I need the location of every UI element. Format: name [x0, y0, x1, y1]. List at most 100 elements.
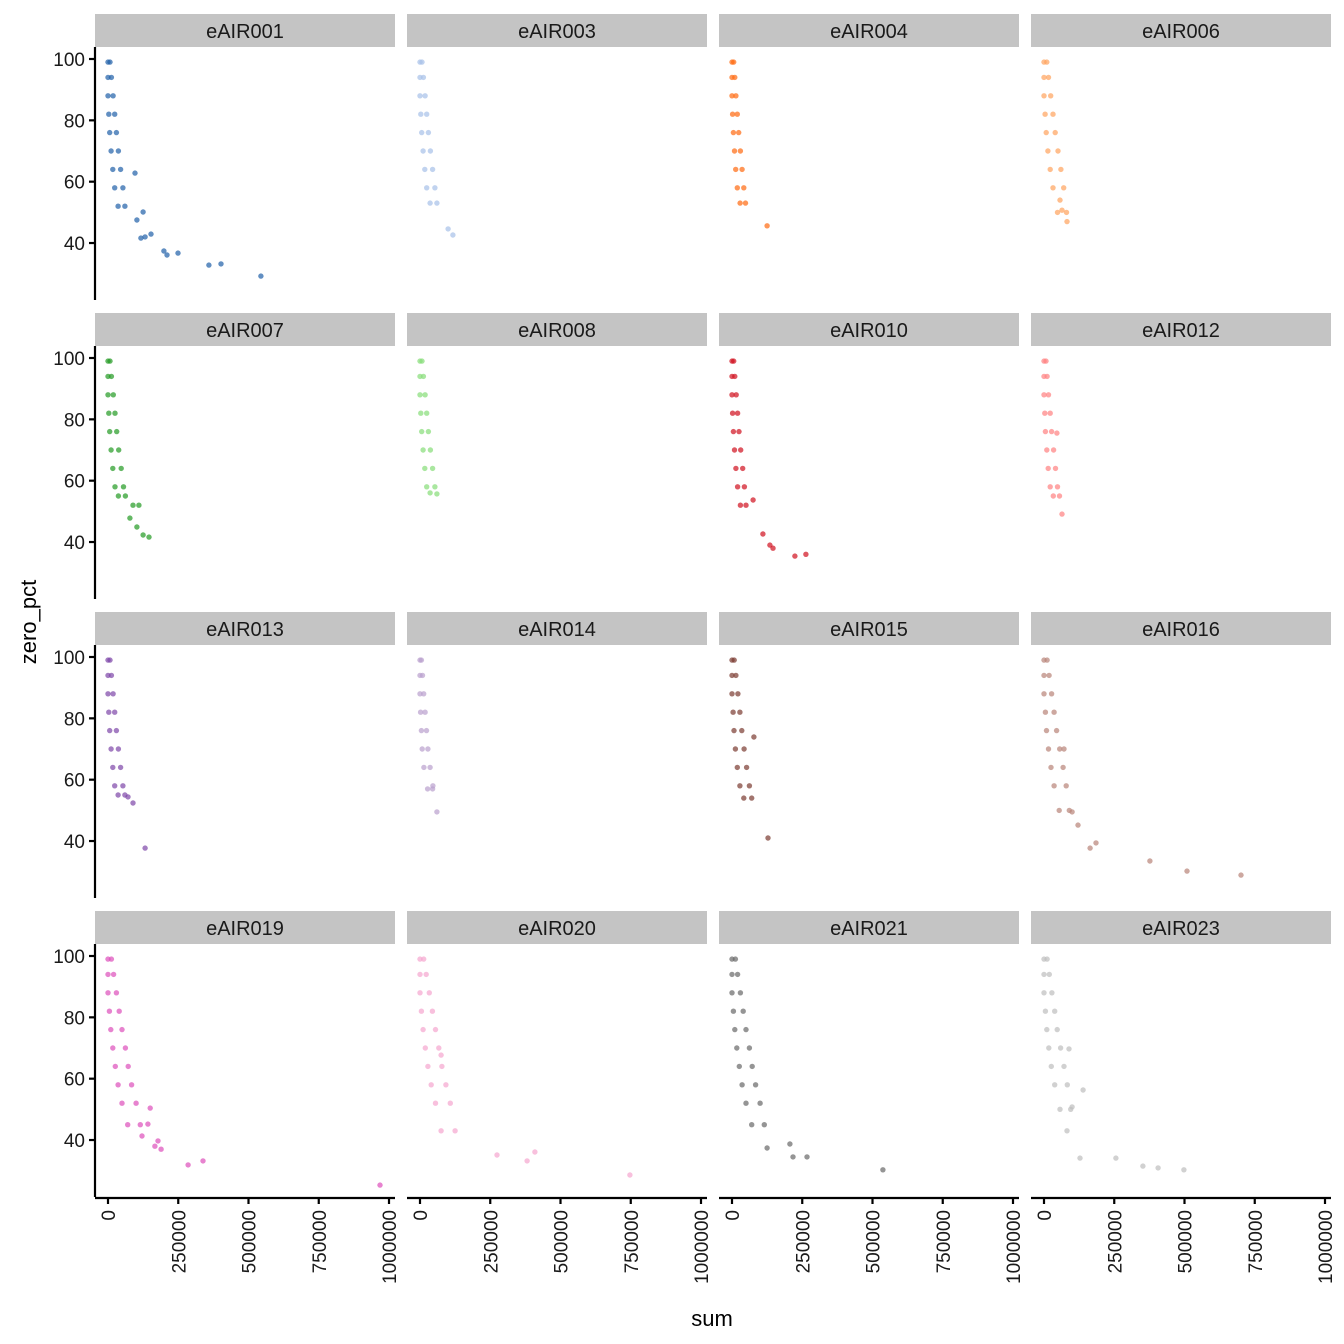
data-point	[737, 783, 743, 789]
data-point	[110, 166, 116, 173]
data-point	[729, 971, 735, 978]
data-point	[117, 166, 124, 173]
facet-strip	[1031, 911, 1331, 944]
data-point	[1041, 358, 1047, 364]
facet-panel-eAIR003: eAIR003	[407, 14, 707, 238]
data-point	[122, 203, 128, 209]
data-point	[1064, 1082, 1071, 1088]
data-point	[1046, 672, 1052, 679]
data-point	[734, 484, 741, 490]
facet-strip-label: eAIR014	[518, 619, 596, 641]
data-point	[734, 410, 741, 416]
data-point	[760, 531, 766, 537]
y-tick-label: 60	[64, 472, 85, 493]
data-point	[1041, 59, 1047, 65]
data-point	[134, 524, 140, 530]
y-tick-label: 60	[64, 771, 85, 792]
data-point	[434, 809, 440, 815]
data-point	[1238, 872, 1244, 878]
data-point	[761, 1122, 767, 1128]
y-tick-label: 40	[64, 533, 85, 554]
facet-panel-eAIR021: eAIR021 0 250000 500000 750000 1000000	[719, 911, 1025, 1284]
facet-panel-eAIR020: eAIR020 0 250000 500000 750000 1000000	[407, 911, 713, 1284]
data-point	[1069, 1104, 1075, 1110]
data-point	[419, 428, 425, 435]
facet-strip	[719, 911, 1019, 944]
data-point	[729, 93, 735, 99]
data-point	[424, 786, 431, 792]
x-axis-title: sum	[691, 1306, 733, 1331]
data-point	[730, 428, 737, 435]
y-tick-label: 80	[64, 709, 85, 730]
facet-panel-eAIR019: eAIR019 40 60 80 100 0 250000 500000 750000 10000…	[53, 911, 401, 1284]
facet-strip	[1031, 14, 1331, 47]
data-point	[729, 672, 735, 679]
x-tick-label: 0	[411, 1210, 432, 1221]
facet-panel-eAIR013: eAIR013 40 60 80 100	[53, 612, 395, 898]
data-point	[430, 783, 436, 789]
data-point	[417, 74, 423, 81]
data-point	[1054, 430, 1060, 436]
data-point	[105, 672, 111, 679]
data-point	[112, 185, 118, 191]
x-tick-label: 750000	[622, 1210, 643, 1273]
data-point	[1044, 1026, 1050, 1033]
data-point	[108, 148, 114, 154]
x-tick-label: 1000000	[1316, 1210, 1337, 1284]
data-point	[425, 1063, 431, 1070]
data-point	[417, 672, 423, 679]
facet-panel-eAIR015: eAIR015	[719, 612, 1019, 841]
data-point	[422, 93, 428, 99]
data-point	[110, 465, 116, 472]
data-point	[120, 783, 126, 789]
data-point	[736, 129, 742, 136]
data-point	[792, 553, 798, 559]
data-point	[105, 373, 111, 380]
data-point	[1050, 447, 1057, 453]
data-point	[730, 1008, 737, 1014]
facet-strip	[407, 14, 707, 47]
x-tick-label: 0	[1035, 1210, 1056, 1221]
data-point	[116, 447, 122, 453]
x-tick-label: 0	[99, 1210, 120, 1221]
data-point	[741, 185, 747, 191]
data-point	[115, 493, 122, 499]
y-tick-label: 100	[53, 947, 85, 968]
data-point	[1061, 185, 1067, 191]
data-point	[752, 1082, 759, 1088]
data-point	[377, 1182, 383, 1188]
data-point	[1041, 990, 1047, 996]
facet-panel-eAIR012: eAIR012	[1031, 313, 1331, 517]
facet-panel-eAIR001: eAIR001 40 60 80 100	[53, 14, 395, 300]
data-point	[105, 59, 111, 65]
data-point	[133, 1100, 139, 1106]
data-point	[1080, 1087, 1086, 1093]
data-point	[417, 691, 423, 697]
data-point	[434, 200, 440, 206]
facet-strip-label: eAIR013	[206, 619, 284, 641]
y-tick-label: 80	[64, 1008, 85, 1029]
data-point	[733, 166, 739, 173]
x-tick-label: 250000	[793, 1210, 814, 1273]
data-point	[258, 273, 264, 279]
y-tick-label: 40	[64, 1131, 85, 1152]
data-point	[117, 764, 124, 771]
facet-strip-label: eAIR004	[830, 21, 908, 43]
facet-strip-label: eAIR007	[206, 320, 284, 342]
data-point	[1056, 807, 1062, 814]
y-tick-label: 100	[53, 50, 85, 71]
data-point	[152, 1143, 158, 1149]
data-point	[734, 1045, 740, 1051]
data-point	[1045, 392, 1052, 398]
data-point	[880, 1167, 886, 1173]
data-point	[1044, 447, 1050, 453]
y-tick-label: 100	[53, 349, 85, 370]
data-point	[1064, 1128, 1070, 1134]
data-point	[729, 990, 735, 996]
data-point	[729, 111, 736, 117]
data-point	[737, 990, 744, 996]
data-point	[164, 252, 170, 258]
data-point	[105, 657, 111, 663]
facet-strip-label: eAIR019	[206, 918, 284, 940]
data-point	[108, 1026, 114, 1033]
